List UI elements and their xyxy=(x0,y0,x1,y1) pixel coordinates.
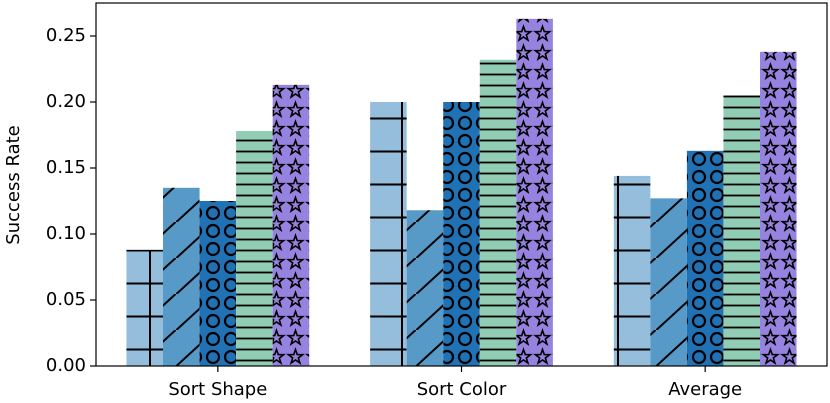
x-tick-label: Average xyxy=(668,379,742,400)
bar xyxy=(163,187,200,366)
bar xyxy=(272,84,310,366)
bar xyxy=(759,51,797,367)
bar xyxy=(613,175,651,366)
bar xyxy=(443,102,480,366)
bar xyxy=(199,201,237,366)
x-tick-label: Sort Color xyxy=(417,379,507,400)
bar xyxy=(723,95,760,367)
bar xyxy=(686,150,724,366)
bar xyxy=(650,198,687,366)
bar xyxy=(479,59,517,366)
bar xyxy=(126,249,164,366)
bar xyxy=(370,102,407,366)
y-tick-label: 0.20 xyxy=(46,91,86,112)
plot-frame xyxy=(95,2,828,367)
y-tick-label: 0.15 xyxy=(46,157,86,178)
y-tick-label: 0.05 xyxy=(46,289,86,310)
y-axis-label: Success Rate xyxy=(3,125,24,244)
bar xyxy=(406,210,444,366)
bar xyxy=(516,18,553,367)
y-tick-label: 0.25 xyxy=(46,25,86,46)
y-tick-label: 0.10 xyxy=(46,223,86,244)
y-tick-label: 0.00 xyxy=(46,355,86,376)
bar xyxy=(236,131,273,366)
x-tick-label: Sort Shape xyxy=(168,379,267,400)
